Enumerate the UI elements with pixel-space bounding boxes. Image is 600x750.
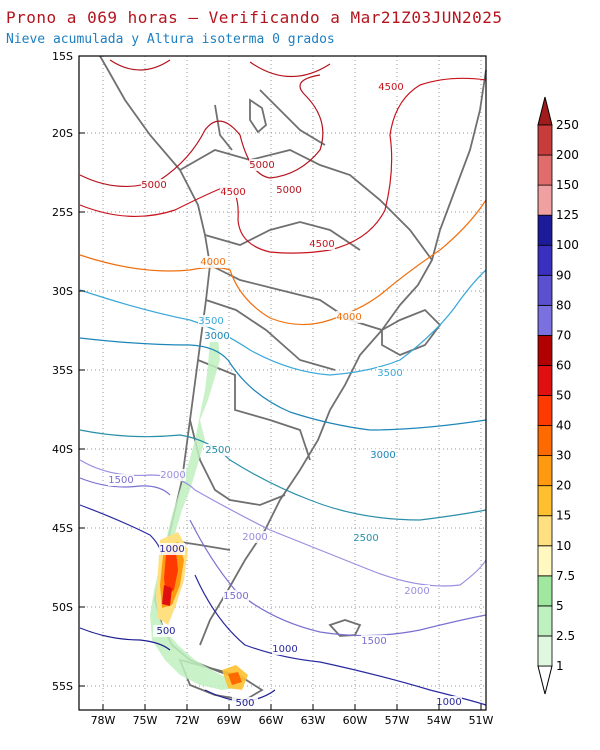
colorbar-segment — [537, 425, 553, 457]
lat-label: 15S — [52, 50, 73, 63]
lat-label: 35S — [52, 364, 73, 377]
lat-label: 40S — [52, 443, 73, 456]
contour-label: 1000 — [159, 544, 184, 555]
colorbar-label: 60 — [556, 358, 571, 372]
contour-label: 1500 — [108, 475, 133, 486]
colorbar-label: 100 — [556, 238, 579, 252]
colorbar-segment — [537, 304, 553, 336]
contour-label: 5000 — [141, 180, 166, 191]
snow-colorbar: 1 2.5 5 7.5 10 15 20 30 40 50 60 70 80 90 100 125 150 200… — [537, 96, 579, 695]
lon-label: 63W — [301, 714, 326, 727]
contour-label: 2500 — [205, 445, 230, 456]
lon-label: 57W — [385, 714, 410, 727]
lon-label: 75W — [133, 714, 158, 727]
colorbar-label: 150 — [556, 178, 579, 192]
lon-label: 69W — [217, 714, 242, 727]
colorbar-segment — [537, 184, 553, 216]
coastlines-borders — [99, 55, 487, 701]
contour-label: 3500 — [198, 316, 223, 327]
colorbar-label: 80 — [556, 298, 571, 312]
lon-label: 66W — [259, 714, 284, 727]
map-subtitle: Nieve acumulada y Altura isoterma 0 grad… — [6, 32, 335, 47]
contour-label: 2000 — [242, 532, 267, 543]
colorbar-label: 7.5 — [556, 569, 575, 583]
contour-label: 1500 — [361, 636, 386, 647]
colorbar-label: 250 — [556, 118, 579, 132]
map-title: Prono a 069 horas — Verificando a Mar21Z… — [6, 8, 503, 27]
colorbar-label: 70 — [556, 328, 571, 342]
contour-label: 500 — [156, 626, 175, 637]
colorbar-label: 10 — [556, 539, 571, 553]
contour-labels: 4500 5000 5000 5000 4500 4500 4000 4000 3500 3500… — [108, 81, 462, 709]
colorbar-segment — [537, 485, 553, 517]
contour-label: 4500 — [220, 187, 245, 198]
colorbar-label: 200 — [556, 148, 579, 162]
colorbar-bottom-arrow — [537, 665, 553, 695]
colorbar-segment — [537, 214, 553, 246]
contour-label: 5000 — [276, 185, 301, 196]
contour-label: 1000 — [272, 644, 297, 655]
colorbar-segment — [537, 154, 553, 186]
contour-label: 5000 — [249, 160, 274, 171]
contour-label: 3000 — [204, 331, 229, 342]
colorbar-label: 30 — [556, 449, 571, 463]
colorbar-segment — [537, 274, 553, 306]
lat-label: 30S — [52, 285, 73, 298]
lon-label: 51W — [469, 714, 494, 727]
colorbar-label: 5 — [556, 599, 564, 613]
colorbar-label: 125 — [556, 208, 579, 222]
colorbar-label: 90 — [556, 268, 571, 282]
lon-label: 72W — [175, 714, 200, 727]
colorbar-segment — [537, 635, 553, 667]
map-frame — [78, 55, 487, 711]
colorbar-label: 20 — [556, 479, 571, 493]
colorbar-segment — [537, 124, 553, 156]
snow-accumulation-fill — [150, 338, 248, 690]
colorbar-segment — [537, 605, 553, 637]
colorbar-segment — [537, 334, 553, 366]
lon-label: 54W — [427, 714, 452, 727]
contour-label: 500 — [235, 698, 254, 709]
contour-label: 2500 — [353, 533, 378, 544]
contour-label: 1500 — [223, 591, 248, 602]
colorbar-label: 50 — [556, 389, 571, 403]
contour-label: 1000 — [436, 697, 461, 708]
colorbar-segment — [537, 395, 553, 426]
colorbar-segment — [537, 365, 553, 396]
contour-label: 4500 — [378, 82, 403, 93]
colorbar-segment — [537, 244, 553, 276]
lat-label: 50S — [52, 601, 73, 614]
contour-label: 4000 — [336, 312, 361, 323]
colorbar-label: 2.5 — [556, 629, 575, 643]
lat-label: 20S — [52, 127, 73, 140]
colorbar-label: 40 — [556, 419, 571, 433]
colorbar-segment — [537, 575, 553, 607]
colorbar-segment — [537, 545, 553, 577]
longitude-labels: 78W 75W 72W 69W 66W 63W 60W 57W 54W 51W — [91, 704, 494, 727]
contour-label: 4000 — [200, 257, 225, 268]
lat-label: 55S — [52, 680, 73, 693]
colorbar-segment — [537, 455, 553, 487]
lat-label: 25S — [52, 206, 73, 219]
colorbar-label: 15 — [556, 509, 571, 523]
latitude-labels: 15S 20S 25S 30S 35S 40S 45S 50S 55S — [52, 50, 85, 693]
lon-label: 78W — [91, 714, 116, 727]
contour-label: 3500 — [377, 368, 402, 379]
colorbar-label: 1 — [556, 659, 564, 673]
lat-label: 45S — [52, 522, 73, 535]
contour-label: 4500 — [309, 239, 334, 250]
contour-label: 3000 — [370, 450, 395, 461]
colorbar-segment — [537, 515, 553, 547]
colorbar-top-arrow — [537, 96, 553, 126]
contour-label: 2000 — [160, 470, 185, 481]
contour-label: 2000 — [404, 586, 429, 597]
lon-label: 60W — [343, 714, 368, 727]
